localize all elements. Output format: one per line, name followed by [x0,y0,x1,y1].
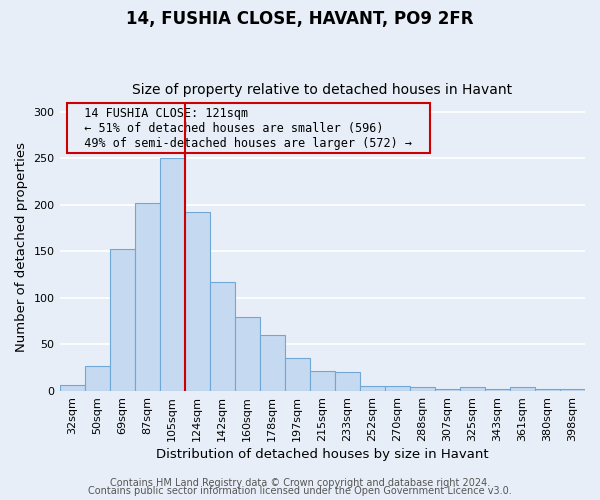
Bar [560,389,585,391]
Bar [460,388,485,391]
Bar [510,388,535,391]
Bar [385,386,410,391]
Bar [485,389,510,391]
Bar [110,248,134,391]
Bar [160,158,185,391]
Bar [285,358,310,391]
Bar [260,335,285,391]
Bar [410,388,435,391]
Bar [235,318,260,391]
Text: Contains public sector information licensed under the Open Government Licence v3: Contains public sector information licen… [88,486,512,496]
Bar [535,389,560,391]
Bar [310,370,335,391]
Y-axis label: Number of detached properties: Number of detached properties [15,142,28,352]
Text: Contains HM Land Registry data © Crown copyright and database right 2024.: Contains HM Land Registry data © Crown c… [110,478,490,488]
Bar [360,386,385,391]
Text: 14 FUSHIA CLOSE: 121sqm
  ← 51% of detached houses are smaller (596)
  49% of se: 14 FUSHIA CLOSE: 121sqm ← 51% of detache… [70,106,427,150]
Bar [185,212,209,391]
X-axis label: Distribution of detached houses by size in Havant: Distribution of detached houses by size … [156,448,488,461]
Bar [209,282,235,391]
Bar [134,203,160,391]
Text: 14, FUSHIA CLOSE, HAVANT, PO9 2FR: 14, FUSHIA CLOSE, HAVANT, PO9 2FR [126,10,474,28]
Bar [85,366,110,391]
Bar [59,384,85,391]
Bar [335,372,360,391]
Bar [435,389,460,391]
Title: Size of property relative to detached houses in Havant: Size of property relative to detached ho… [132,83,512,97]
